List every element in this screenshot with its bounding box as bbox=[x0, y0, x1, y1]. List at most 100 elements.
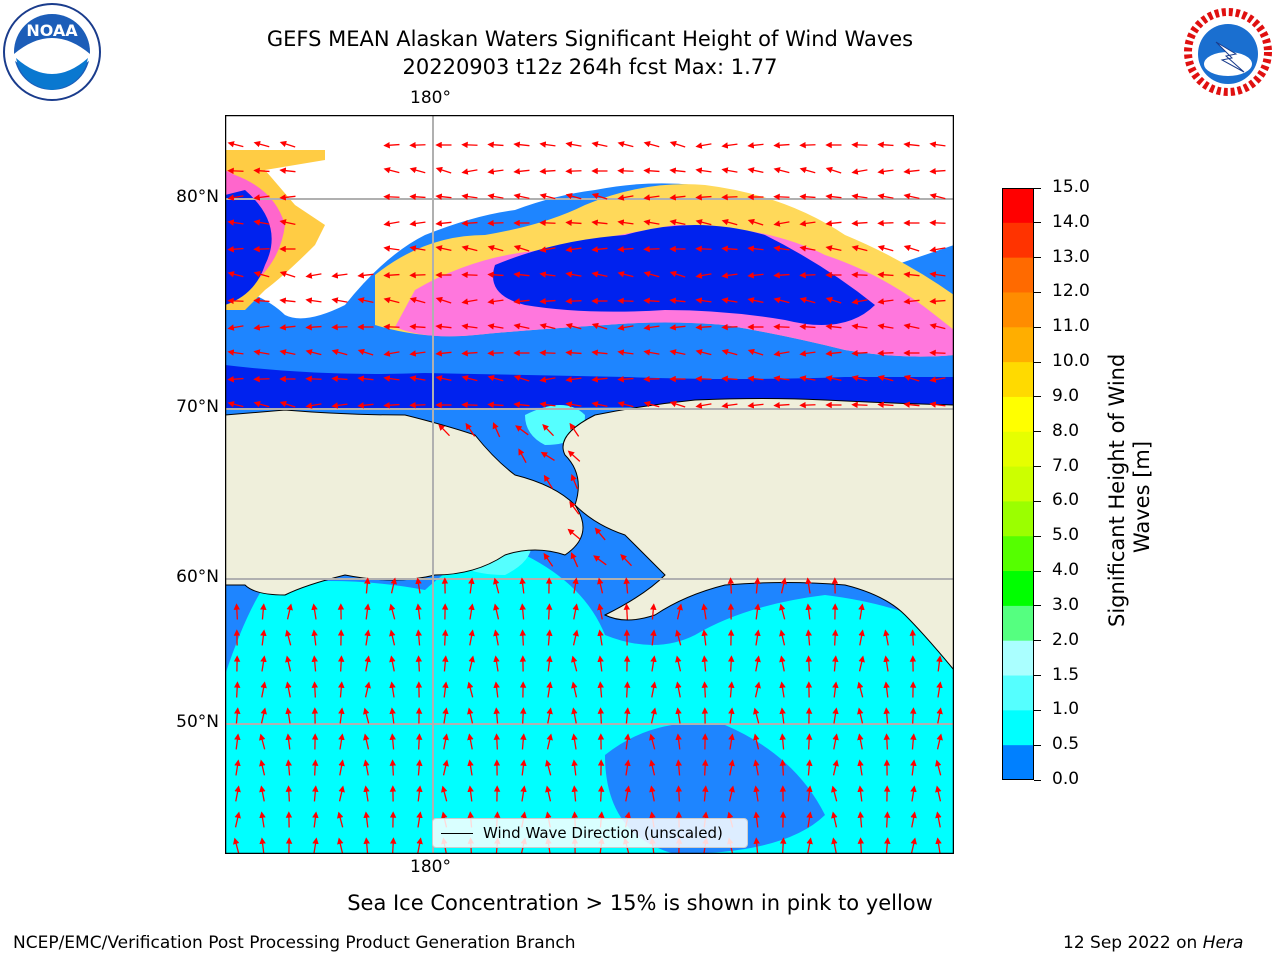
wind-wave-arrow bbox=[909, 629, 917, 646]
wind-wave-arrow bbox=[935, 759, 942, 776]
colorbar-tick-label: 1.5 bbox=[1052, 664, 1080, 685]
wind-wave-arrow bbox=[409, 375, 426, 382]
wind-wave-arrow bbox=[903, 168, 920, 175]
wind-wave-arrow bbox=[858, 655, 865, 672]
wind-wave-arrow bbox=[832, 733, 839, 750]
wind-wave-arrow bbox=[383, 350, 400, 357]
wind-wave-arrow bbox=[747, 348, 764, 356]
wind-wave-arrow bbox=[936, 655, 943, 672]
wind-wave-arrow bbox=[728, 759, 735, 776]
wind-wave-arrow bbox=[721, 245, 738, 253]
wind-wave-arrow bbox=[903, 271, 920, 278]
colorbar-tick-mark bbox=[1034, 257, 1041, 259]
wind-wave-arrow bbox=[721, 348, 738, 356]
wind-wave-arrow bbox=[233, 681, 241, 698]
wind-wave-arrow bbox=[493, 707, 500, 724]
wind-wave-arrow bbox=[701, 655, 708, 672]
wind-wave-arrow bbox=[721, 297, 738, 304]
wind-wave-arrow bbox=[617, 324, 634, 331]
wind-wave-arrow bbox=[493, 733, 501, 750]
wind-wave-arrow bbox=[858, 629, 865, 646]
wind-wave-arrow bbox=[493, 629, 500, 646]
wind-wave-arrow bbox=[338, 785, 345, 802]
wind-wave-arrow bbox=[597, 681, 604, 698]
wind-wave-arrow bbox=[773, 350, 790, 357]
colorbar-tick-mark bbox=[1034, 431, 1041, 433]
wind-wave-arrow bbox=[572, 603, 579, 620]
wind-wave-arrow bbox=[487, 374, 504, 382]
wind-wave-arrow bbox=[754, 603, 761, 620]
wind-wave-arrow bbox=[311, 759, 319, 776]
wind-wave-arrow bbox=[650, 681, 657, 698]
wind-wave-arrow bbox=[851, 193, 868, 200]
wind-wave-arrow bbox=[805, 577, 812, 594]
wind-wave-arrow bbox=[851, 168, 868, 175]
wind-wave-arrow bbox=[493, 603, 500, 620]
wind-wave-arrow bbox=[305, 272, 322, 279]
wind-wave-arrow bbox=[435, 375, 452, 382]
wind-wave-arrow bbox=[487, 323, 504, 330]
wind-wave-arrow bbox=[591, 322, 608, 330]
wind-wave-arrow bbox=[465, 422, 476, 437]
wind-wave-arrow bbox=[643, 270, 660, 278]
wind-wave-arrow bbox=[624, 733, 631, 750]
wind-wave-arrow bbox=[546, 733, 553, 750]
wind-wave-arrow bbox=[338, 759, 345, 776]
wind-wave-arrow bbox=[747, 142, 764, 149]
wind-wave-arrow bbox=[279, 297, 296, 304]
wind-wave-arrow bbox=[285, 681, 292, 698]
wind-wave-arrow bbox=[591, 192, 608, 200]
wind-wave-arrow bbox=[877, 271, 894, 279]
wind-wave-arrow bbox=[438, 423, 450, 437]
wind-wave-arrow bbox=[675, 629, 682, 646]
wind-wave-arrow bbox=[877, 401, 894, 409]
colorbar-tick-label: 2.0 bbox=[1052, 629, 1080, 650]
wind-wave-arrow bbox=[747, 375, 764, 382]
wind-wave-arrow bbox=[903, 193, 920, 200]
wind-wave-arrow bbox=[754, 577, 761, 594]
wind-wave-arrow bbox=[669, 140, 686, 148]
wind-wave-arrow bbox=[467, 785, 474, 802]
wind-wave-arrow bbox=[227, 194, 244, 201]
colorbar-segment bbox=[1002, 571, 1034, 607]
colorbar-tick-mark bbox=[1034, 570, 1041, 572]
wind-wave-arrow bbox=[565, 271, 582, 278]
wind-wave-arrow bbox=[831, 837, 838, 854]
wind-wave-arrow bbox=[884, 837, 891, 854]
sea-ice-caption: Sea Ice Concentration > 15% is shown in … bbox=[347, 891, 933, 915]
wind-wave-arrow bbox=[492, 422, 501, 438]
wind-wave-arrow bbox=[650, 603, 657, 620]
wind-wave-arrow bbox=[546, 707, 553, 724]
wind-wave-arrow bbox=[279, 400, 296, 408]
colorbar-tick-mark bbox=[1034, 291, 1041, 293]
wind-wave-arrow bbox=[539, 323, 556, 330]
wind-wave-arrow bbox=[935, 837, 942, 854]
wind-wave-arrow bbox=[520, 759, 527, 776]
wind-wave-arrow bbox=[597, 655, 604, 672]
wind-wave-arrow bbox=[572, 577, 579, 594]
wind-wave-arrow bbox=[806, 759, 813, 776]
wind-wave-arrow bbox=[883, 707, 890, 724]
wind-wave-arrow bbox=[825, 220, 842, 227]
colorbar-tick-label: 13.0 bbox=[1052, 246, 1090, 267]
wind-wave-arrow bbox=[234, 811, 241, 828]
wind-wave-arrow bbox=[676, 603, 683, 620]
wind-wave-arrow bbox=[929, 193, 946, 200]
wind-wave-arrow bbox=[260, 629, 267, 646]
wind-wave-arrow bbox=[435, 245, 452, 252]
wind-wave-arrow bbox=[805, 655, 813, 672]
wind-wave-arrow bbox=[383, 271, 400, 279]
colorbar-tick-label: 10.0 bbox=[1052, 351, 1090, 372]
wind-wave-arrow bbox=[929, 323, 946, 330]
wind-wave-arrow bbox=[331, 297, 348, 304]
wind-wave-arrow bbox=[364, 681, 371, 698]
wind-wave-arrow bbox=[597, 577, 604, 594]
wind-wave-arrow bbox=[546, 681, 553, 698]
wind-wave-arrow bbox=[259, 837, 266, 854]
wind-wave-arrow bbox=[910, 811, 917, 828]
wind-wave-arrow bbox=[415, 629, 422, 646]
colorbar-tick-label: 15.0 bbox=[1052, 177, 1090, 197]
wind-wave-arrow bbox=[617, 375, 634, 383]
wind-wave-arrow bbox=[779, 707, 786, 724]
wind-wave-arrow bbox=[539, 246, 556, 253]
